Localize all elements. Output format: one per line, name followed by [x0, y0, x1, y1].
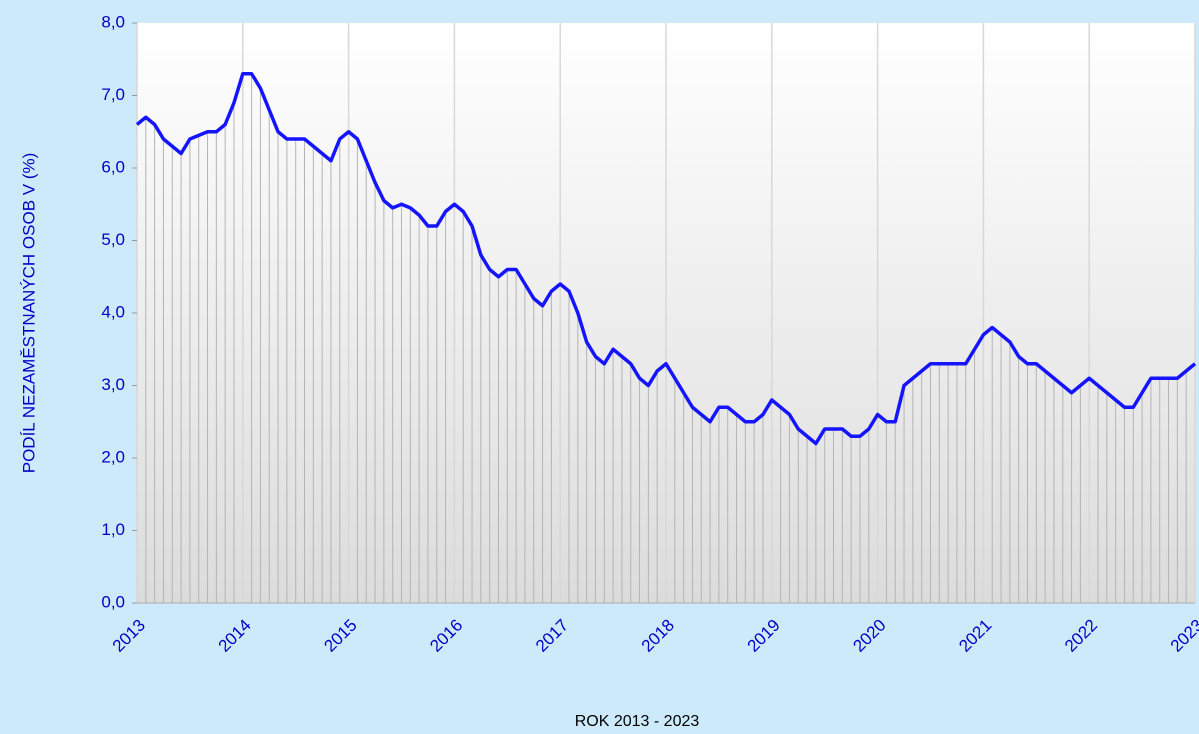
- x-tick-label: 2016: [426, 616, 466, 656]
- x-tick-label: 2015: [320, 616, 360, 656]
- y-tick-label: 1,0: [101, 520, 125, 539]
- y-tick-label: 5,0: [101, 230, 125, 249]
- y-tick-label: 8,0: [101, 12, 125, 31]
- y-tick-label: 2,0: [101, 447, 125, 466]
- y-tick-label: 0,0: [101, 592, 125, 611]
- y-axis-title: PODÍL NEZAMĚSTNANÝCH OSOB V (%): [19, 153, 38, 474]
- x-tick-label: 2017: [532, 616, 572, 656]
- y-tick-label: 6,0: [101, 157, 125, 176]
- x-axis-title: ROK 2013 - 2023: [575, 713, 700, 730]
- y-tick-label: 4,0: [101, 302, 125, 321]
- x-tick-label: 2020: [849, 616, 889, 656]
- x-tick-label: 2013: [109, 616, 149, 656]
- x-tick-label: 2019: [744, 616, 784, 656]
- x-tick-label: 2021: [955, 616, 995, 656]
- y-tick-label: 7,0: [101, 85, 125, 104]
- x-tick-label: 2023: [1167, 616, 1199, 656]
- x-tick-label: 2014: [215, 616, 255, 656]
- data-line: [135, 72, 1197, 446]
- x-tick-label: 2022: [1061, 616, 1101, 656]
- y-tick-label: 3,0: [101, 375, 125, 394]
- x-tick-label: 2018: [638, 616, 678, 656]
